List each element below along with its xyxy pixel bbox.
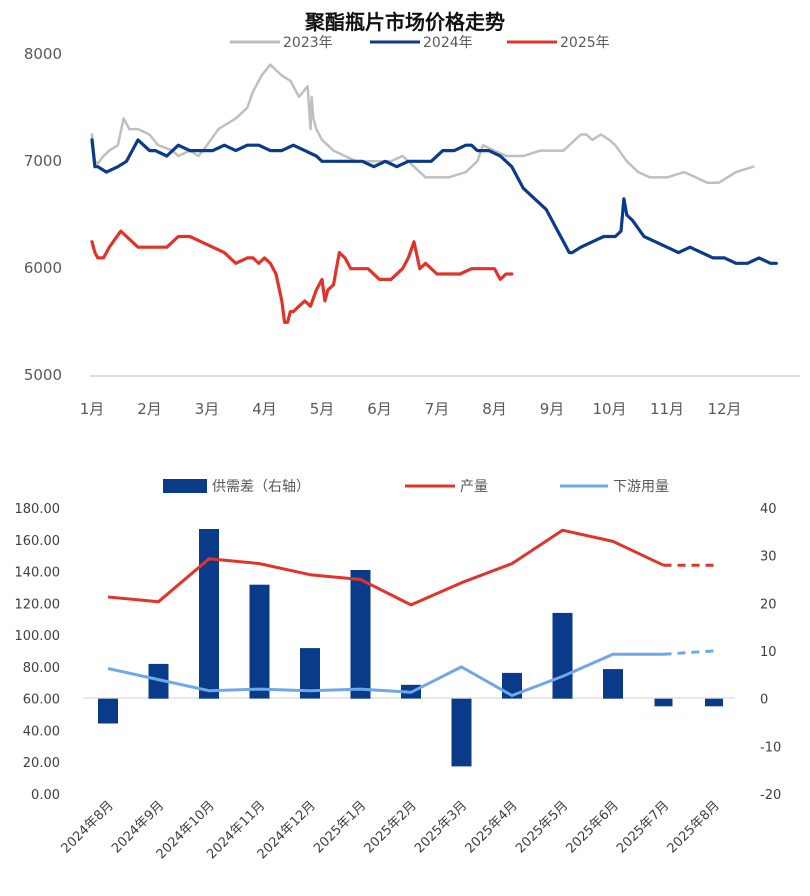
chart2-x-ticks: 2024年8月2024年9月2024年10月2024年11月2024年12月20…	[59, 798, 723, 862]
chart1-xtick-3: 3月	[195, 400, 220, 418]
chart2-series-lines	[107, 528, 715, 697]
chart1-xtick-10: 10月	[592, 400, 626, 418]
bar-2025-7	[654, 698, 673, 707]
chart-title: 聚酯瓶片市场价格走势	[304, 10, 505, 34]
left-ytick: 100.00	[15, 629, 61, 644]
chart1-xtick-6: 6月	[367, 400, 392, 418]
right-ytick: 20	[760, 597, 777, 612]
bar-2025-6	[603, 669, 623, 699]
right-ytick: 10	[760, 645, 777, 660]
chart1-xtick-1: 1月	[80, 400, 105, 418]
series-line-downstream	[107, 652, 664, 697]
chart1-xtick-12: 12月	[707, 400, 741, 418]
series-line-downstream-forecast	[663, 649, 715, 656]
right-ytick: 0	[760, 693, 768, 708]
bar-2025-3	[451, 698, 472, 767]
legend-label-gap: 供需差（右轴）	[212, 479, 310, 495]
chart1-xtick-8: 8月	[482, 400, 507, 418]
left-ytick: 120.00	[15, 597, 61, 612]
chart2-left-axis-ticks: 0.00 20.00 40.00 60.00 80.00 100.00 120.00 140.…	[15, 502, 61, 803]
chart1-x-ticks: 1月 2月 3月 4月 5月 6月 7月 8月 9月 10月 11月 12月	[80, 400, 742, 418]
chart2-xtick: 2025年7月	[614, 798, 672, 856]
chart1-xtick-4: 4月	[252, 400, 277, 418]
chart2-right-axis-ticks: -20 -10 0 10 20 30 40	[760, 502, 781, 803]
legend-label-demand: 下游用量	[613, 479, 669, 495]
left-ytick: 40.00	[23, 724, 60, 739]
chart2-xtick: 2025年3月	[412, 798, 470, 856]
legend-label-2025: 2025年	[560, 35, 610, 51]
chart1-ytick: 7000	[24, 152, 62, 170]
chart1-series-lines	[90, 63, 778, 324]
legend-label-2023: 2023年	[283, 35, 333, 51]
left-ytick: 80.00	[23, 661, 60, 676]
bar-2025-8	[705, 698, 723, 707]
bar-2024-10	[199, 529, 219, 699]
chart2-xtick: 2025年8月	[665, 798, 723, 856]
chart1-legend: 2023年 2024年 2025年	[230, 35, 610, 51]
legend-label-2024: 2024年	[423, 35, 473, 51]
bar-2024-11	[249, 584, 270, 699]
bar-2024-12	[300, 648, 320, 699]
chart1-ytick: 8000	[24, 45, 62, 63]
left-ytick: 20.00	[23, 756, 60, 771]
left-ytick: 160.00	[15, 534, 61, 549]
chart2-bars	[98, 529, 723, 767]
left-ytick: 140.00	[15, 566, 61, 581]
chart2-xtick: 2025年1月	[311, 798, 369, 856]
chart2-xtick: 2025年5月	[513, 798, 571, 856]
legend-label-output: 产量	[460, 479, 488, 495]
left-ytick: 60.00	[23, 693, 60, 708]
chart1-ytick: 6000	[24, 259, 62, 277]
bar-2024-8	[98, 698, 118, 724]
series-line-output	[107, 528, 665, 607]
bar-2025-5	[552, 612, 573, 699]
bar-2025-1	[350, 570, 371, 699]
chart2-xtick: 2025年4月	[463, 798, 521, 856]
right-ytick: 30	[760, 550, 777, 565]
chart1-xtick-2: 2月	[137, 400, 162, 418]
price-trend-chart: 聚酯瓶片市场价格走势 2023年 2024年 2025年 8000 7000 6…	[24, 10, 800, 418]
right-ytick: -10	[760, 740, 781, 755]
chart2-xtick: 2025年6月	[564, 798, 622, 856]
chart1-xtick-5: 5月	[310, 400, 335, 418]
bar-2024-9	[148, 663, 169, 699]
supply-demand-chart: 供需差（右轴） 产量 下游用量 0.00 20.00 40.00 60.00 80.00…	[15, 479, 781, 862]
legend-swatch-gap	[163, 479, 207, 493]
series-line-2024	[90, 138, 778, 265]
left-ytick: 180.00	[15, 502, 61, 517]
chart1-xtick-7: 7月	[425, 400, 450, 418]
chart1-xtick-11: 11月	[650, 400, 684, 418]
chart1-xtick-9: 9月	[540, 400, 565, 418]
right-ytick: -20	[760, 788, 781, 803]
chart1-y-ticks: 8000 7000 6000 5000	[24, 45, 62, 384]
chart2-legend: 供需差（右轴） 产量 下游用量	[163, 479, 669, 495]
chart2-xtick: 2025年2月	[362, 798, 420, 856]
left-ytick: 0.00	[31, 788, 60, 803]
series-line-2025	[90, 229, 514, 324]
chart2-xtick: 2024年8月	[59, 798, 117, 856]
series-line-2023	[90, 63, 755, 185]
chart1-ytick: 5000	[24, 366, 62, 384]
right-ytick: 40	[760, 502, 777, 517]
